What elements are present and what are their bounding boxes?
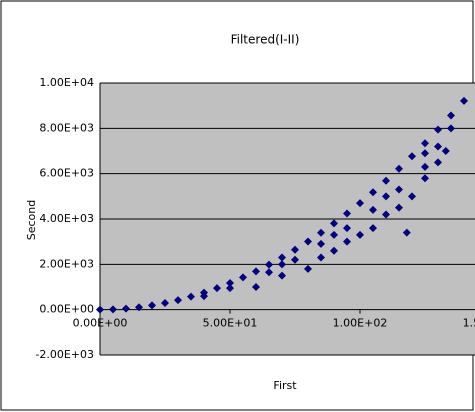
point <box>278 260 286 269</box>
point <box>148 301 156 310</box>
point <box>200 292 208 301</box>
point <box>421 162 429 171</box>
y-tick-label: 1.00E+04 <box>39 76 94 89</box>
point <box>343 209 351 218</box>
y-tick-label: 0.00E+00 <box>39 303 94 316</box>
point <box>382 176 390 185</box>
point <box>265 268 273 277</box>
point <box>460 96 468 105</box>
point <box>369 224 377 233</box>
point <box>291 245 299 254</box>
point <box>402 228 411 237</box>
point <box>421 174 429 183</box>
point <box>356 199 364 208</box>
point <box>239 273 247 282</box>
point <box>213 284 221 293</box>
point <box>174 296 182 305</box>
point <box>434 158 442 167</box>
x-tick-label: 1.50E+02 <box>463 317 475 330</box>
point <box>434 125 442 134</box>
point <box>447 111 455 120</box>
point <box>226 284 234 293</box>
point <box>369 205 377 214</box>
point <box>382 210 390 219</box>
point <box>356 230 364 239</box>
point <box>343 224 351 233</box>
y-tick-label: 8.00E+03 <box>39 121 94 134</box>
point <box>382 192 390 201</box>
point <box>330 246 338 255</box>
point <box>421 139 429 148</box>
chart-title: Filtered(I-II) <box>231 33 300 47</box>
point <box>395 164 403 173</box>
y-tick-label: 4.00E+03 <box>39 212 94 225</box>
point <box>395 203 403 212</box>
point <box>187 292 195 301</box>
point <box>317 239 325 248</box>
point <box>395 185 403 194</box>
point <box>265 260 273 269</box>
point <box>252 283 260 291</box>
point <box>252 267 260 276</box>
point <box>408 152 416 161</box>
point <box>317 228 325 237</box>
point <box>330 219 338 228</box>
point <box>109 305 117 314</box>
point <box>434 142 442 151</box>
y-axis-label: Second <box>25 200 38 240</box>
x-tick-label: 5.00E+01 <box>203 317 258 330</box>
x-axis-label: First <box>273 379 297 392</box>
point <box>278 253 286 262</box>
point <box>135 303 143 312</box>
point <box>330 230 338 239</box>
point <box>304 264 312 273</box>
point <box>441 147 450 155</box>
point <box>343 237 351 246</box>
point <box>96 305 104 314</box>
x-tick-label: 1.00E+02 <box>333 317 388 330</box>
point <box>408 192 416 201</box>
y-tick-label: 2.00E+03 <box>39 257 94 270</box>
point <box>421 149 429 158</box>
point <box>291 255 299 264</box>
point <box>226 279 234 288</box>
point <box>369 188 377 197</box>
point <box>122 304 130 313</box>
point <box>161 299 169 308</box>
point <box>317 253 325 262</box>
point <box>447 124 455 133</box>
point <box>278 271 286 280</box>
y-tick-label: -2.00E+03 <box>35 348 94 361</box>
point <box>304 237 312 246</box>
y-tick-label: 6.00E+03 <box>39 167 94 180</box>
